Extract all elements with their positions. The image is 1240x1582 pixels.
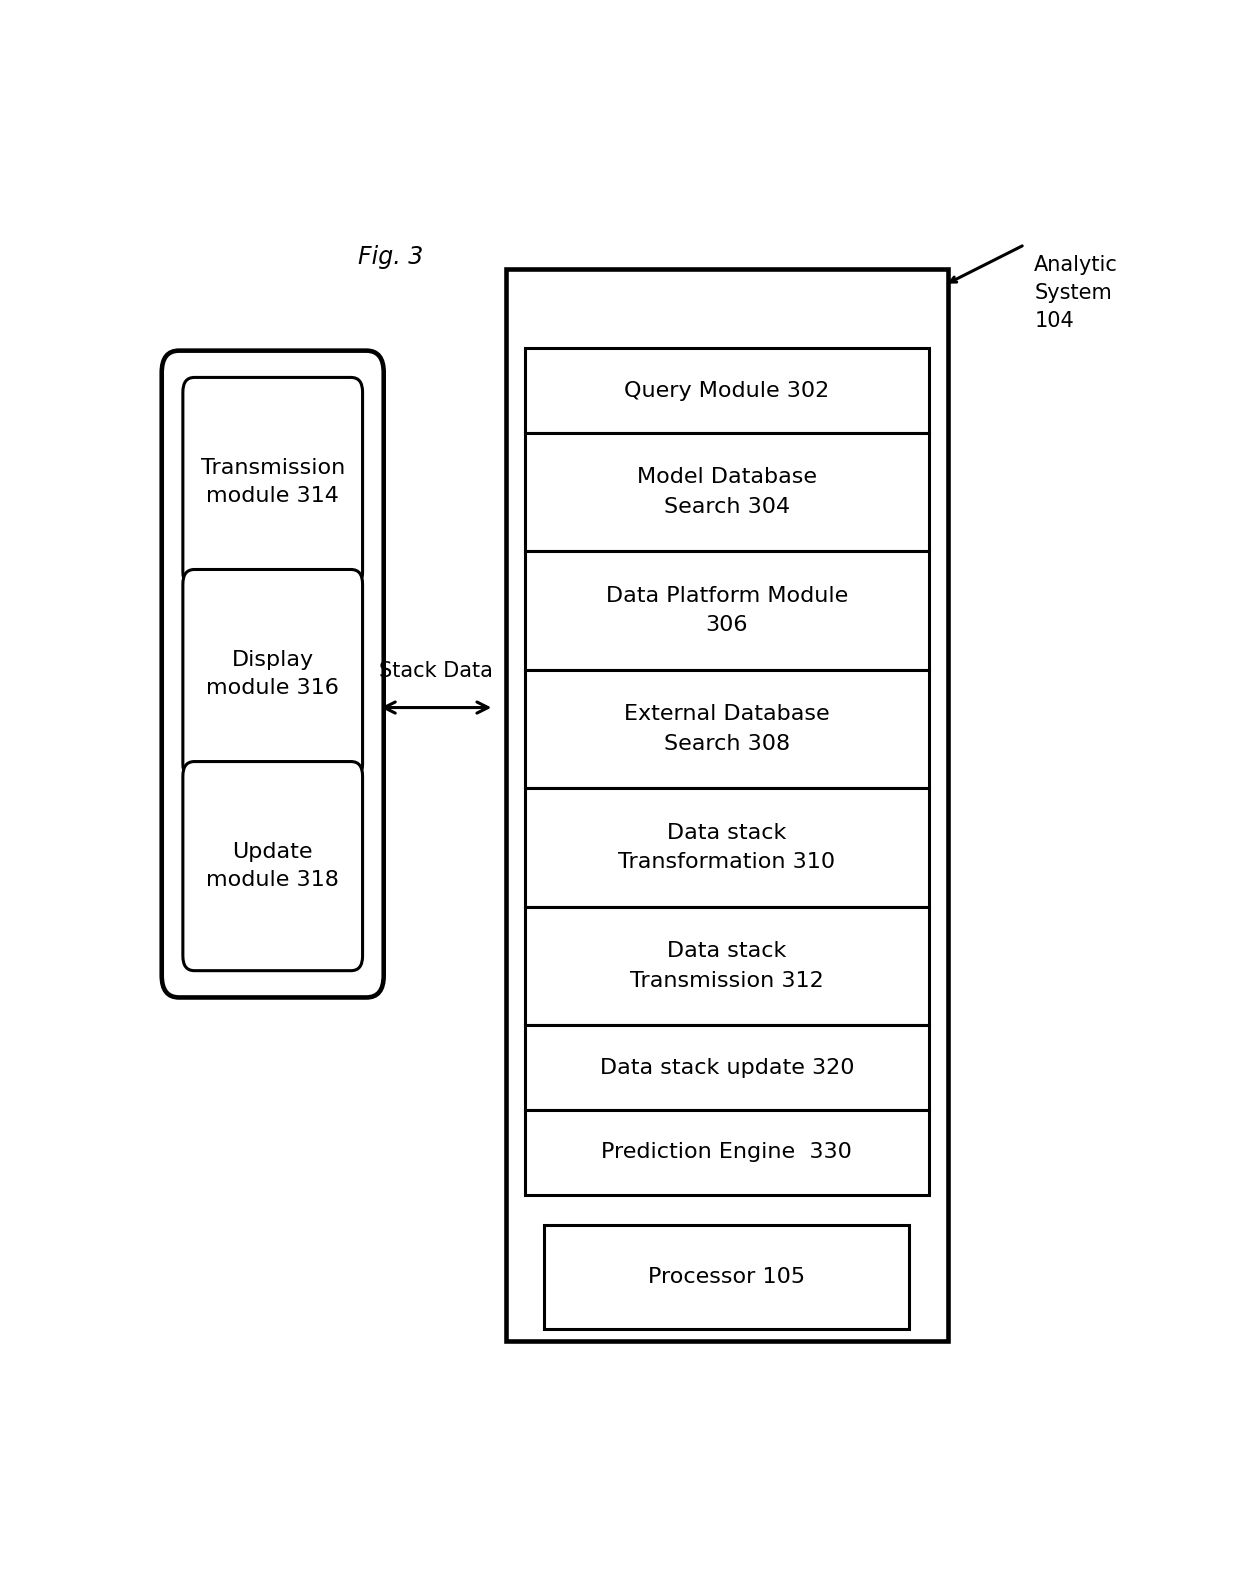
Text: Data stack update 320: Data stack update 320 xyxy=(600,1058,854,1077)
Bar xyxy=(525,1025,929,1111)
FancyBboxPatch shape xyxy=(182,761,362,971)
Text: Analytic
System
104: Analytic System 104 xyxy=(1034,255,1118,331)
Bar xyxy=(525,433,929,552)
Text: Fig. 3: Fig. 3 xyxy=(358,245,423,269)
Bar xyxy=(525,552,929,669)
Text: Processor 105: Processor 105 xyxy=(649,1267,805,1288)
Text: Data stack
Transmission 312: Data stack Transmission 312 xyxy=(630,941,823,990)
Bar xyxy=(525,788,929,906)
Text: Prediction Engine  330: Prediction Engine 330 xyxy=(601,1142,852,1163)
Bar xyxy=(525,669,929,788)
Bar xyxy=(525,348,929,433)
Text: Stack Data: Stack Data xyxy=(379,661,494,680)
Text: Display
module 316: Display module 316 xyxy=(206,650,340,698)
FancyBboxPatch shape xyxy=(182,570,362,778)
FancyBboxPatch shape xyxy=(161,351,383,998)
Bar xyxy=(525,906,929,1025)
Text: Query Module 302: Query Module 302 xyxy=(624,381,830,400)
Bar xyxy=(525,1111,929,1194)
Text: Data stack
Transformation 310: Data stack Transformation 310 xyxy=(619,823,836,873)
Bar xyxy=(506,269,947,1342)
Text: Transmission
module 314: Transmission module 314 xyxy=(201,459,345,506)
FancyBboxPatch shape xyxy=(182,378,362,587)
Text: Update
module 318: Update module 318 xyxy=(206,842,340,891)
Text: Data Platform Module
306: Data Platform Module 306 xyxy=(605,585,848,636)
Bar xyxy=(544,1224,909,1329)
Text: External Database
Search 308: External Database Search 308 xyxy=(624,704,830,755)
Text: Model Database
Search 304: Model Database Search 304 xyxy=(637,467,817,517)
